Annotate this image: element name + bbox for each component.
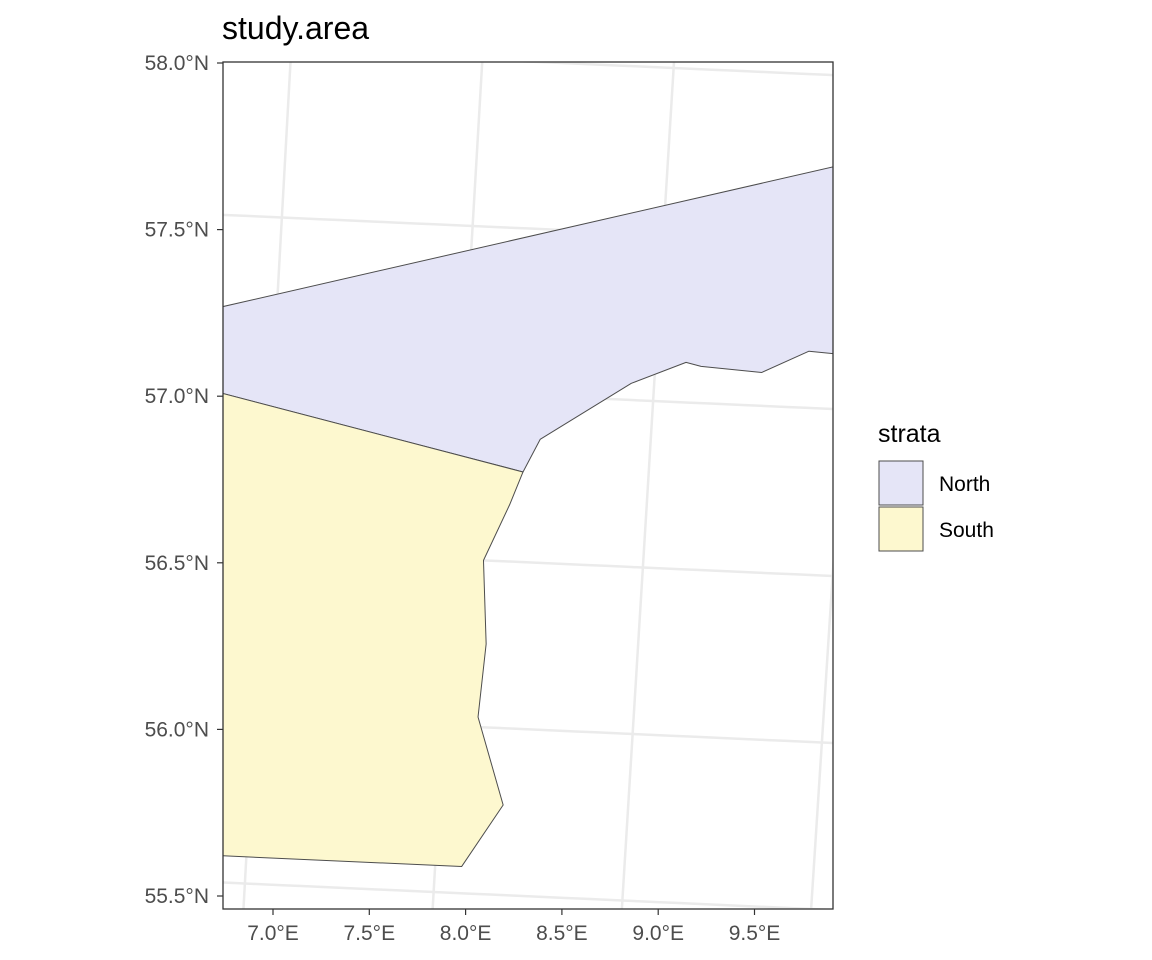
x-tick-label: 8.5°E: [536, 922, 588, 945]
map-title: study.area: [222, 10, 369, 46]
region-north: [223, 166, 833, 473]
panel-border: [222, 61, 834, 910]
parallel-line: [223, 547, 833, 578]
x-tick-label: 9.0°E: [632, 922, 684, 945]
parallel-line: [223, 714, 833, 745]
y-tick-label: 57.5°N: [145, 219, 209, 242]
x-tick-label: 7.0°E: [247, 922, 299, 945]
region-south: [223, 393, 524, 868]
legend-key-north: [878, 460, 924, 506]
x-axis: 7.0°E 7.5°E 8.0°E 8.5°E 9.0°E 9.5°E: [247, 909, 780, 945]
x-tick-label: 7.5°E: [343, 922, 395, 945]
meridian-line: [620, 62, 676, 909]
meridian-line: [809, 550, 833, 909]
x-tick-label: 9.5°E: [729, 922, 781, 945]
x-tick-label: 8.0°E: [440, 922, 492, 945]
meridian-line: [53, 0, 104, 942]
y-tick-label: 58.0°N: [145, 52, 209, 75]
parallel-line: [510, 62, 833, 77]
legend: strata North South: [878, 420, 994, 552]
y-tick-label: 56.0°N: [145, 718, 209, 741]
y-axis: 58.0°N 57.5°N 57.0°N 56.5°N 56.0°N 55.5°N: [145, 52, 223, 908]
legend-key-south: [878, 506, 924, 552]
parallel-line: [223, 881, 833, 909]
strata-polygons: [223, 166, 833, 868]
y-tick-label: 56.5°N: [145, 552, 209, 575]
meridian-line: [995, 18, 1060, 960]
y-tick-label: 57.0°N: [145, 385, 209, 408]
y-tick-label: 55.5°N: [145, 885, 209, 908]
legend-label-south: South: [939, 519, 994, 542]
legend-label-north: North: [939, 473, 990, 496]
legend-title: strata: [878, 420, 941, 448]
